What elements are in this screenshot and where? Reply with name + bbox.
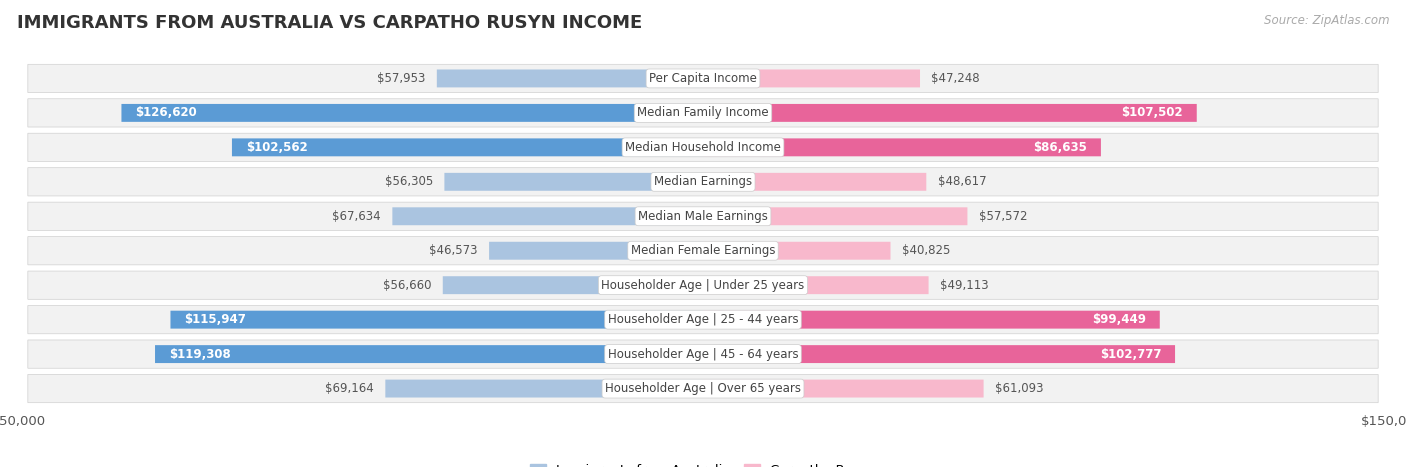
Text: $99,449: $99,449 <box>1092 313 1146 326</box>
Text: Householder Age | Under 25 years: Householder Age | Under 25 years <box>602 279 804 292</box>
Text: Median Earnings: Median Earnings <box>654 175 752 188</box>
FancyBboxPatch shape <box>28 271 1378 299</box>
FancyBboxPatch shape <box>703 138 1101 156</box>
FancyBboxPatch shape <box>437 70 703 87</box>
Text: $67,634: $67,634 <box>332 210 381 223</box>
FancyBboxPatch shape <box>489 242 703 260</box>
FancyBboxPatch shape <box>444 173 703 191</box>
FancyBboxPatch shape <box>703 242 890 260</box>
Text: Median Male Earnings: Median Male Earnings <box>638 210 768 223</box>
Text: Householder Age | Over 65 years: Householder Age | Over 65 years <box>605 382 801 395</box>
Text: $48,617: $48,617 <box>938 175 987 188</box>
Text: $47,248: $47,248 <box>932 72 980 85</box>
Text: Median Female Earnings: Median Female Earnings <box>631 244 775 257</box>
Text: $56,660: $56,660 <box>382 279 432 292</box>
Text: Householder Age | 45 - 64 years: Householder Age | 45 - 64 years <box>607 347 799 361</box>
Text: $57,572: $57,572 <box>979 210 1028 223</box>
Text: Median Family Income: Median Family Income <box>637 106 769 120</box>
FancyBboxPatch shape <box>28 237 1378 265</box>
FancyBboxPatch shape <box>28 99 1378 127</box>
Text: $40,825: $40,825 <box>903 244 950 257</box>
Legend: Immigrants from Australia, Carpatho Rusyn: Immigrants from Australia, Carpatho Rusy… <box>524 459 882 467</box>
FancyBboxPatch shape <box>392 207 703 225</box>
Text: $57,953: $57,953 <box>377 72 426 85</box>
FancyBboxPatch shape <box>443 276 703 294</box>
Text: $102,777: $102,777 <box>1099 347 1161 361</box>
FancyBboxPatch shape <box>121 104 703 122</box>
FancyBboxPatch shape <box>28 133 1378 162</box>
FancyBboxPatch shape <box>28 64 1378 92</box>
Text: $102,562: $102,562 <box>246 141 308 154</box>
Text: $115,947: $115,947 <box>184 313 246 326</box>
Text: Householder Age | 25 - 44 years: Householder Age | 25 - 44 years <box>607 313 799 326</box>
Text: Source: ZipAtlas.com: Source: ZipAtlas.com <box>1264 14 1389 27</box>
FancyBboxPatch shape <box>703 173 927 191</box>
FancyBboxPatch shape <box>28 375 1378 403</box>
Text: $119,308: $119,308 <box>169 347 231 361</box>
FancyBboxPatch shape <box>703 70 920 87</box>
Text: Per Capita Income: Per Capita Income <box>650 72 756 85</box>
Text: $69,164: $69,164 <box>325 382 374 395</box>
FancyBboxPatch shape <box>703 380 984 397</box>
Text: $56,305: $56,305 <box>385 175 433 188</box>
FancyBboxPatch shape <box>28 168 1378 196</box>
Text: $86,635: $86,635 <box>1033 141 1087 154</box>
FancyBboxPatch shape <box>703 104 1197 122</box>
Text: $61,093: $61,093 <box>995 382 1043 395</box>
Text: $107,502: $107,502 <box>1122 106 1182 120</box>
FancyBboxPatch shape <box>703 207 967 225</box>
FancyBboxPatch shape <box>232 138 703 156</box>
FancyBboxPatch shape <box>703 276 928 294</box>
Text: Median Household Income: Median Household Income <box>626 141 780 154</box>
Text: $49,113: $49,113 <box>941 279 988 292</box>
Text: $46,573: $46,573 <box>429 244 478 257</box>
Text: $126,620: $126,620 <box>135 106 197 120</box>
FancyBboxPatch shape <box>703 311 1160 329</box>
FancyBboxPatch shape <box>155 345 703 363</box>
FancyBboxPatch shape <box>28 202 1378 230</box>
FancyBboxPatch shape <box>28 340 1378 368</box>
FancyBboxPatch shape <box>170 311 703 329</box>
FancyBboxPatch shape <box>28 305 1378 334</box>
FancyBboxPatch shape <box>703 345 1175 363</box>
Text: IMMIGRANTS FROM AUSTRALIA VS CARPATHO RUSYN INCOME: IMMIGRANTS FROM AUSTRALIA VS CARPATHO RU… <box>17 14 643 32</box>
FancyBboxPatch shape <box>385 380 703 397</box>
